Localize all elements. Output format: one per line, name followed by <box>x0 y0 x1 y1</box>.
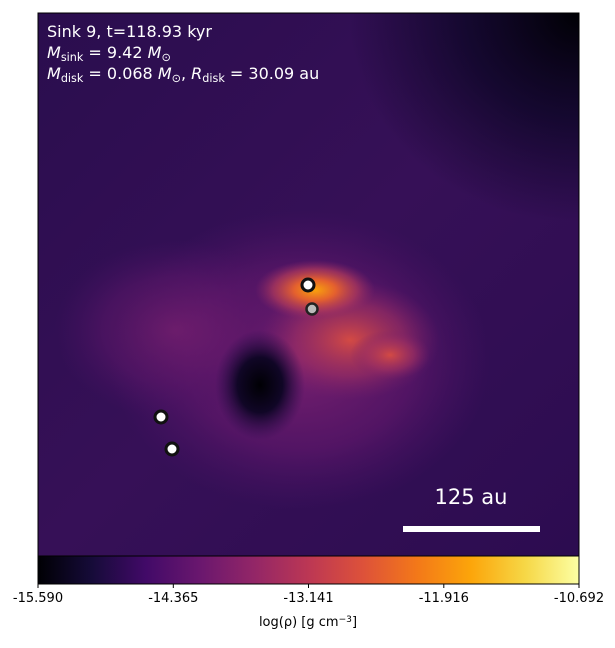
annotation: Sink 9, t=118.93 kyr <box>47 22 212 41</box>
text-segment: log(ρ) [g cm <box>259 615 339 630</box>
text-segment: M <box>47 64 61 83</box>
density-map <box>38 13 579 556</box>
scale-bar-label: 125 au <box>435 485 508 509</box>
colorbar <box>37 555 580 585</box>
text-segment: sink <box>61 51 84 64</box>
text-segment: −3 <box>339 615 353 625</box>
text-segment: , <box>181 64 191 83</box>
tick-label: -15.590 <box>13 591 63 606</box>
sink <box>300 277 316 293</box>
text-segment: = 9.42 <box>83 43 147 62</box>
text-segment: = 0.068 <box>83 64 157 83</box>
annotation: Msink = 9.42 M⊙ <box>47 43 171 64</box>
colorbar-label: log(ρ) [g cm−3] <box>259 615 357 630</box>
text-segment: disk <box>202 72 225 85</box>
text-segment: M <box>148 43 162 62</box>
text-segment: = 30.09 au <box>225 64 319 83</box>
colorbar-ticks: -15.590 -14.365 -13.141 -11.916 -10.692 <box>13 584 604 606</box>
sink <box>164 441 180 457</box>
tick-label: -11.916 <box>419 591 469 606</box>
text-segment: disk <box>61 72 84 85</box>
annotation: Mdisk = 0.068 M⊙, Rdisk = 30.09 au <box>47 64 319 85</box>
scale-bar <box>403 526 540 532</box>
text-segment: Sink 9, t=118.93 kyr <box>47 22 212 41</box>
text-segment: R <box>191 64 202 83</box>
tick-label: -13.141 <box>283 591 333 606</box>
text-segment: M <box>47 43 61 62</box>
text-segment: ⊙ <box>161 51 170 64</box>
text-segment: ⊙ <box>172 72 181 85</box>
tick-label: -10.692 <box>554 591 604 606</box>
text-segment: M <box>158 64 172 83</box>
sink <box>153 409 169 425</box>
tick-label: -14.365 <box>148 591 198 606</box>
sink <box>305 302 319 316</box>
text-segment: ] <box>352 615 357 630</box>
